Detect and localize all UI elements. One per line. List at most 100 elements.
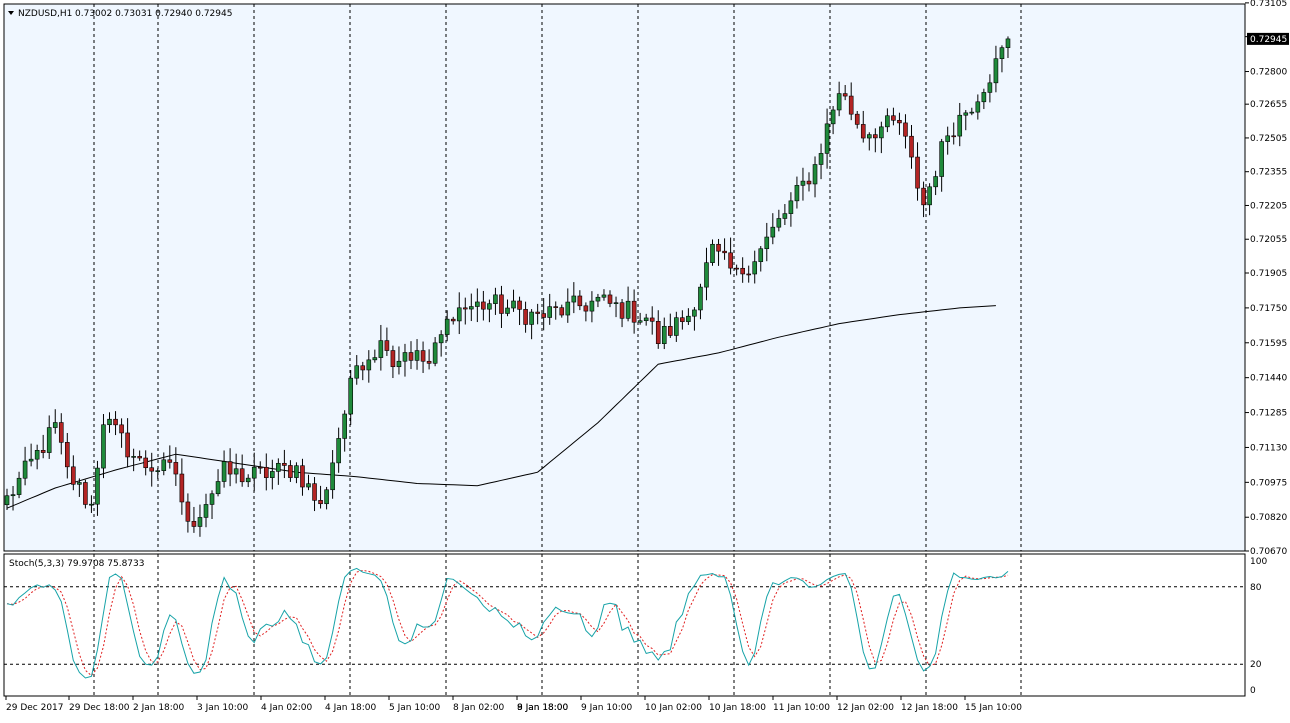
bear-candle[interactable] xyxy=(58,422,64,443)
bear-candle[interactable] xyxy=(408,352,414,361)
bull-candle[interactable] xyxy=(89,503,94,506)
main-plot-area[interactable] xyxy=(4,4,1245,551)
bull-candle[interactable] xyxy=(613,302,619,304)
bull-candle[interactable] xyxy=(475,301,480,307)
bull-candle[interactable] xyxy=(981,92,987,103)
bull-candle[interactable] xyxy=(161,459,167,471)
bull-candle[interactable] xyxy=(77,482,82,485)
bull-candle[interactable] xyxy=(963,112,969,116)
bull-candle[interactable] xyxy=(342,413,347,439)
bull-candle[interactable] xyxy=(885,115,890,128)
bull-candle[interactable] xyxy=(432,342,438,364)
bull-candle[interactable] xyxy=(595,296,601,302)
bear-candle[interactable] xyxy=(523,309,528,325)
bear-candle[interactable] xyxy=(915,156,920,189)
bear-candle[interactable] xyxy=(312,483,317,501)
bull-candle[interactable] xyxy=(294,465,299,478)
bull-candle[interactable] xyxy=(203,504,209,518)
bull-candle[interactable] xyxy=(469,306,474,310)
bull-candle[interactable] xyxy=(782,213,788,219)
bull-candle[interactable] xyxy=(107,418,112,426)
bull-candle[interactable] xyxy=(686,315,691,322)
bull-candle[interactable] xyxy=(456,307,462,322)
bear-candle[interactable] xyxy=(667,326,673,336)
bull-candle[interactable] xyxy=(354,365,360,379)
bull-candle[interactable] xyxy=(758,248,764,262)
bull-candle[interactable] xyxy=(378,340,384,358)
bear-candle[interactable] xyxy=(583,305,589,312)
bull-candle[interactable] xyxy=(16,477,22,495)
bear-candle[interactable] xyxy=(179,473,185,503)
bull-candle[interactable] xyxy=(692,309,697,317)
bull-candle[interactable] xyxy=(348,377,354,415)
bull-candle[interactable] xyxy=(131,456,136,458)
bull-candle[interactable] xyxy=(52,422,58,428)
bull-candle[interactable] xyxy=(330,462,335,491)
bear-candle[interactable] xyxy=(185,501,191,522)
bull-candle[interactable] xyxy=(529,311,534,325)
bear-candle[interactable] xyxy=(263,466,269,478)
bull-candle[interactable] xyxy=(661,326,667,344)
bear-candle[interactable] xyxy=(860,124,866,139)
bear-candle[interactable] xyxy=(535,311,540,314)
bear-candle[interactable] xyxy=(854,113,860,125)
bull-candle[interactable] xyxy=(993,58,999,84)
bull-candle[interactable] xyxy=(698,286,703,311)
bear-candle[interactable] xyxy=(680,317,685,322)
bull-candle[interactable] xyxy=(945,135,950,142)
bull-candle[interactable] xyxy=(824,123,830,154)
bull-candle[interactable] xyxy=(565,301,571,316)
bull-candle[interactable] xyxy=(22,460,28,479)
bull-candle[interactable] xyxy=(270,471,275,478)
bear-candle[interactable] xyxy=(450,318,456,322)
bear-candle[interactable] xyxy=(716,243,721,252)
bear-candle[interactable] xyxy=(649,317,655,322)
bear-candle[interactable] xyxy=(553,306,559,308)
bear-candle[interactable] xyxy=(740,267,745,275)
bull-candle[interactable] xyxy=(438,334,444,344)
bull-candle[interactable] xyxy=(95,467,100,505)
bear-candle[interactable] xyxy=(734,267,739,270)
bull-candle[interactable] xyxy=(752,261,758,275)
bear-candle[interactable] xyxy=(167,459,173,463)
bull-candle[interactable] xyxy=(987,82,993,93)
bull-candle[interactable] xyxy=(276,462,281,472)
triangle-down-icon[interactable] xyxy=(8,11,14,15)
bull-candle[interactable] xyxy=(933,176,938,188)
bear-candle[interactable] xyxy=(848,95,854,115)
bull-candle[interactable] xyxy=(969,111,975,114)
bull-candle[interactable] xyxy=(571,295,577,303)
bull-candle[interactable] xyxy=(836,93,842,111)
bull-candle[interactable] xyxy=(4,495,10,506)
bear-candle[interactable] xyxy=(897,119,902,124)
bull-candle[interactable] xyxy=(927,186,932,206)
bear-candle[interactable] xyxy=(71,466,76,485)
bull-candle[interactable] xyxy=(487,303,492,310)
bear-candle[interactable] xyxy=(384,340,390,351)
bull-candle[interactable] xyxy=(957,114,963,137)
bear-candle[interactable] xyxy=(125,432,130,458)
bear-candle[interactable] xyxy=(257,466,263,469)
bear-candle[interactable] xyxy=(390,350,396,368)
bull-candle[interactable] xyxy=(505,307,510,314)
bull-candle[interactable] xyxy=(800,180,806,186)
bear-candle[interactable] xyxy=(282,462,287,466)
bull-candle[interactable] xyxy=(939,141,944,177)
bear-candle[interactable] xyxy=(420,350,426,362)
bear-candle[interactable] xyxy=(655,320,661,344)
bear-candle[interactable] xyxy=(191,520,197,527)
bull-candle[interactable] xyxy=(879,126,884,139)
bull-candle[interactable] xyxy=(155,470,161,472)
bear-candle[interactable] xyxy=(227,461,233,475)
bear-candle[interactable] xyxy=(113,418,118,426)
bear-candle[interactable] xyxy=(65,442,70,468)
bear-candle[interactable] xyxy=(903,122,908,137)
bull-candle[interactable] xyxy=(396,360,402,368)
bear-candle[interactable] xyxy=(951,135,957,138)
bear-candle[interactable] xyxy=(137,456,142,459)
bear-candle[interactable] xyxy=(300,465,305,488)
bull-candle[interactable] xyxy=(414,350,420,361)
bear-candle[interactable] xyxy=(119,424,124,434)
